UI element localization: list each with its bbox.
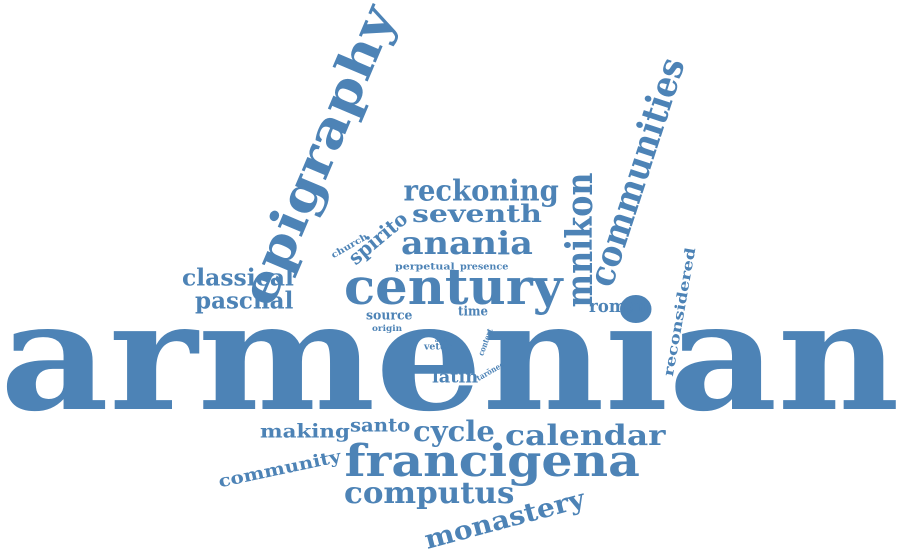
word-santo: santo: [349, 414, 411, 437]
word-reckoning: reckoning: [403, 173, 559, 208]
word-community: community: [216, 446, 343, 493]
word-anania: anania: [401, 224, 533, 262]
word-perpetual: perpetual: [395, 262, 455, 273]
word-latin: latin: [431, 367, 479, 388]
word-origin: origin: [371, 323, 403, 333]
word-time: time: [457, 304, 488, 320]
word-armenian: armenian: [0, 269, 900, 445]
word-mnikon: mnikon: [559, 172, 602, 308]
word-calendar: calendar: [504, 419, 666, 452]
word-classical: classical: [182, 264, 294, 292]
word-making: making: [260, 420, 350, 443]
word-century: century: [343, 257, 563, 316]
word-presence: presence: [459, 262, 509, 273]
word-cycle: cycle: [413, 415, 495, 448]
word-seventh: seventh: [412, 199, 542, 228]
word-source: source: [366, 308, 413, 324]
word-roman: roman: [589, 296, 650, 317]
word-vetus: vetus: [424, 342, 452, 353]
word-paschal: paschal: [195, 287, 294, 315]
word-francigena: francigena: [344, 436, 640, 487]
word-arch: arch: [435, 337, 448, 344]
word-computus: computus: [343, 476, 515, 511]
